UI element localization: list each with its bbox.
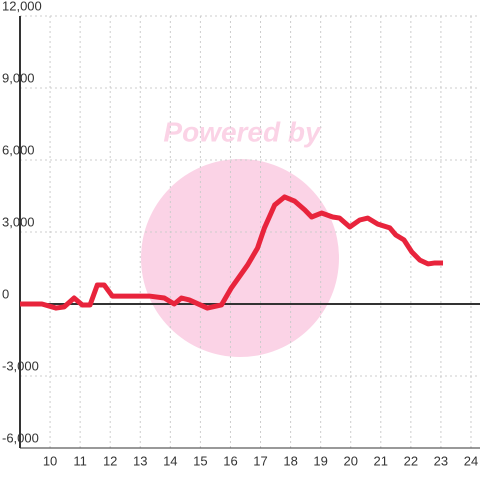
x-tick-label: 19 — [313, 453, 327, 468]
data-line — [20, 194, 444, 311]
y-tick-label: 9,000 — [2, 70, 35, 85]
x-tick-label: 16 — [223, 453, 237, 468]
x-tick-label: 24 — [464, 453, 478, 468]
x-tick-label: 23 — [434, 453, 448, 468]
x-tick-label: 10 — [43, 453, 57, 468]
x-tick-label: 17 — [253, 453, 267, 468]
y-tick-label: 6,000 — [2, 142, 35, 157]
y-tick-label: 0 — [2, 286, 9, 301]
x-tick-label: 21 — [374, 453, 388, 468]
watermark-logo — [141, 159, 339, 357]
x-tick-label: 11 — [73, 453, 87, 468]
x-tick-label: 14 — [163, 453, 177, 468]
x-tick-label: 20 — [343, 453, 357, 468]
x-tick-label: 12 — [103, 453, 117, 468]
y-tick-label: 3,000 — [2, 214, 35, 229]
x-tick-label: 22 — [404, 453, 418, 468]
watermark-text: Powered by — [163, 116, 322, 147]
y-tick-label: 12,000 — [2, 0, 42, 13]
x-tick-label: 13 — [133, 453, 147, 468]
x-tick-label: 15 — [193, 453, 207, 468]
x-tick-label: 18 — [283, 453, 297, 468]
